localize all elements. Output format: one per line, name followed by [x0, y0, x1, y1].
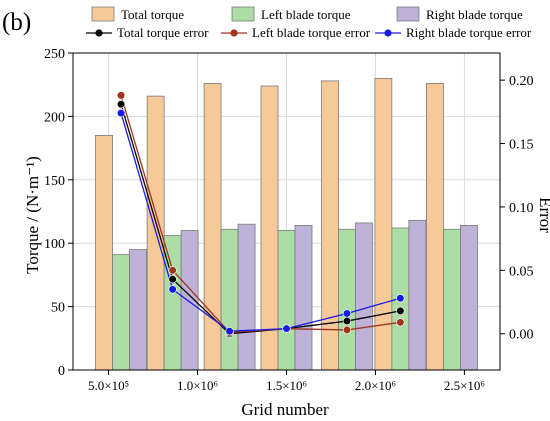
axis-ticks: 5.0×10⁵ 1.0×10⁶ 1.5×10⁶ 2.0×10⁶ 2.5×10⁶ 0 50 10… [44, 47, 534, 393]
bar-left-blade-torque-6 [443, 228, 461, 371]
legend-swatch-left-blade-torque [231, 6, 255, 22]
legend-label-total-torque: Total torque [121, 7, 184, 22]
y-right-tick-label-0: 0.00 [509, 328, 534, 343]
y-left-tick-label-3: 150 [44, 174, 65, 189]
x-tick-label-4: 2.5×10⁶ [444, 378, 485, 393]
point-right-error-3 [282, 324, 291, 333]
bar-left-blade-torque-4 [338, 228, 356, 371]
bar-right-blade-torque-2 [237, 223, 256, 371]
y-right-axis-label: Error [536, 197, 550, 233]
point-right-error-2 [225, 327, 234, 336]
point-left-error-0 [116, 91, 126, 100]
point-total-error-4 [342, 316, 352, 326]
x-tick-label-0: 5.0×10⁵ [88, 378, 129, 393]
legend-marker-left-error [230, 29, 238, 37]
bar-left-blade-torque-0 [112, 254, 130, 371]
legend-swatch-total-torque [91, 6, 115, 22]
point-right-error-0 [116, 109, 126, 118]
point-total-error-0 [116, 100, 126, 109]
point-left-error-5 [396, 318, 405, 327]
legend-label-total-error: Total torque error [117, 25, 209, 40]
legend-label-right-blade-torque: Right blade torque [426, 7, 523, 22]
y-right-tick-label-1: 0.05 [509, 264, 534, 279]
y-right-tick-label-2: 0.10 [509, 201, 534, 216]
point-right-error-4 [342, 309, 352, 318]
bar-left-blade-torque-2 [220, 228, 239, 371]
y-left-tick-label-1: 50 [51, 301, 65, 316]
point-right-error-5 [396, 294, 405, 303]
x-tick-label-3: 2.0×10⁶ [355, 378, 396, 393]
y-right-tick-label-3: 0.15 [509, 138, 534, 153]
legend-swatch-right-blade-torque [396, 6, 420, 22]
y-left-tick-label-0: 0 [58, 364, 65, 379]
bar-total-torque-5 [374, 77, 393, 371]
point-left-error-1 [168, 266, 177, 275]
line-right-error [120, 112, 401, 332]
y-left-tick-label-5: 250 [44, 47, 65, 62]
point-right-error-1 [168, 285, 177, 294]
bar-left-blade-torque-1 [163, 235, 182, 371]
bar-total-torque-2 [203, 83, 222, 371]
bar-right-blade-torque-4 [355, 222, 373, 371]
y-right-tick-label-4: 0.20 [509, 74, 534, 89]
point-total-error-1 [168, 275, 177, 284]
bar-total-torque-6 [426, 83, 444, 371]
legend-label-left-error: Left blade torque error [252, 25, 371, 40]
panel-label: (b) [2, 9, 31, 36]
bar-right-blade-torque-6 [460, 225, 478, 371]
x-axis-label: Grid number [241, 400, 329, 419]
y-left-tick-label-2: 100 [44, 237, 65, 252]
point-left-error-4 [342, 325, 352, 335]
y-left-tick-label-4: 200 [44, 110, 65, 125]
bar-total-torque-3 [260, 85, 279, 371]
x-tick-label-1: 1.0×10⁶ [177, 378, 218, 393]
point-total-error-5 [396, 306, 405, 316]
y-left-axis-label: Torque / (N·m⁻¹) [23, 156, 42, 274]
bar-total-torque-4 [321, 80, 339, 371]
x-tick-label-2: 1.5×10⁶ [266, 378, 307, 393]
error-lines [116, 91, 405, 338]
bar-left-blade-torque-3 [277, 230, 296, 371]
bar-total-torque-0 [95, 135, 113, 371]
legend: Total torque Left blade torque Right bla… [86, 6, 532, 40]
legend-marker-right-error [384, 29, 392, 37]
bar-right-blade-torque-5 [408, 219, 427, 371]
bar-right-blade-torque-3 [294, 225, 313, 371]
legend-label-right-error: Right blade torque error [406, 25, 532, 40]
legend-label-left-blade-torque: Left blade torque [261, 7, 351, 22]
bar-right-blade-torque-1 [180, 230, 199, 371]
bar-right-blade-torque-0 [129, 249, 147, 371]
legend-marker-total-error [95, 29, 103, 37]
